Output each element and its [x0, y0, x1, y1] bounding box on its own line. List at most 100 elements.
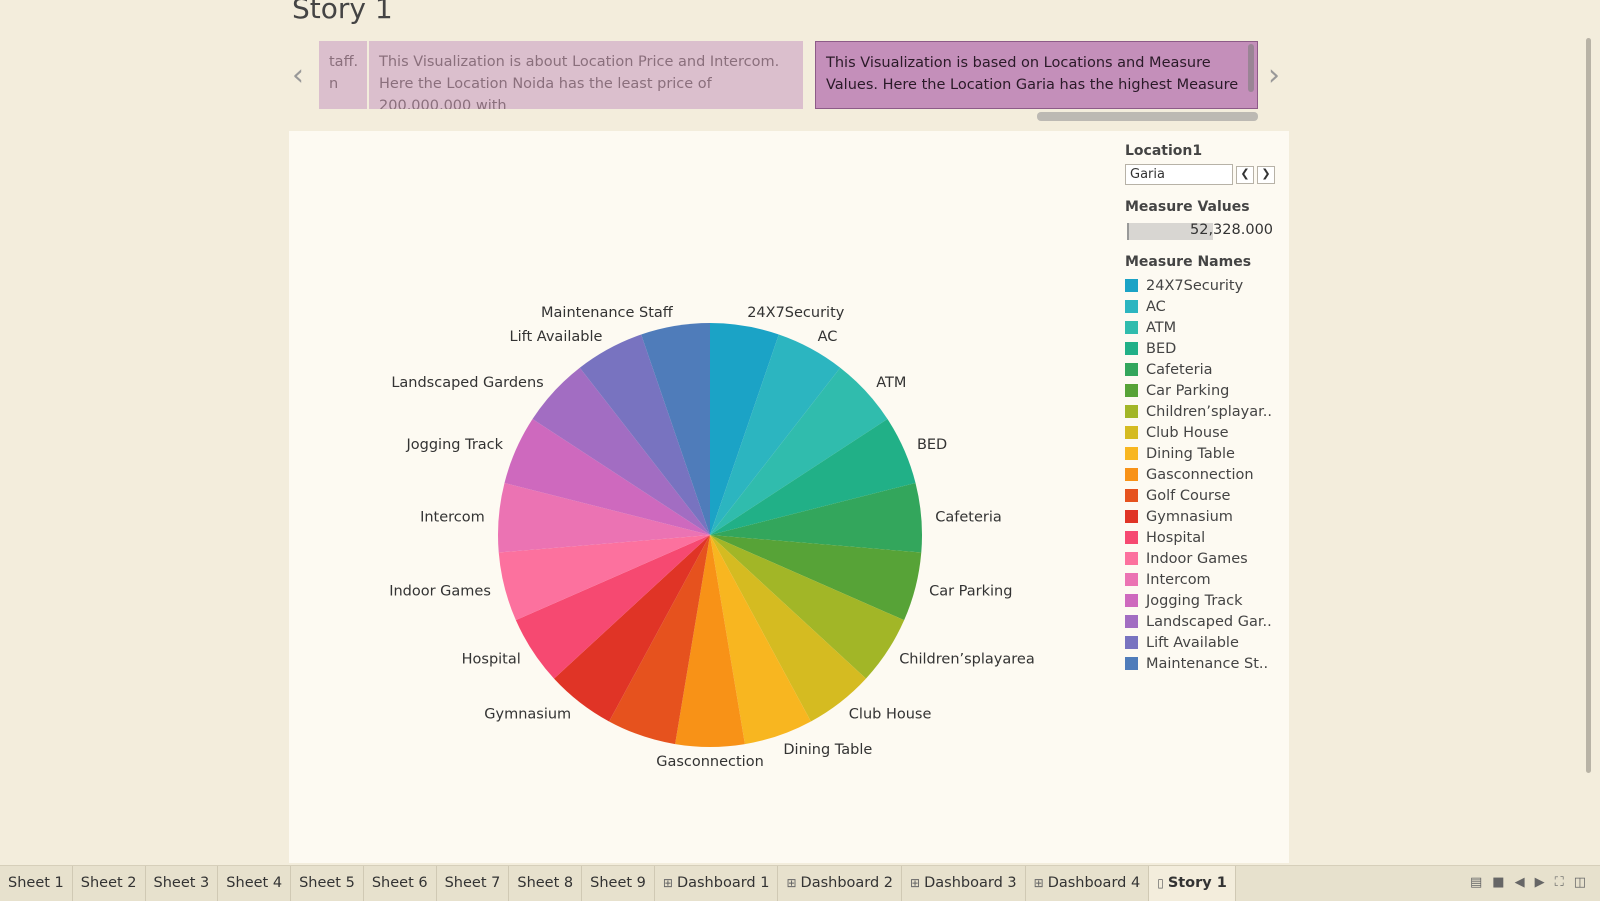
- legend-item[interactable]: Intercom: [1125, 569, 1290, 590]
- tab-dashboard-2[interactable]: ⊞ Dashboard 2: [778, 866, 903, 901]
- pie-slice[interactable]: [579, 334, 710, 535]
- legend-item[interactable]: Gasconnection: [1125, 464, 1290, 485]
- legend-label: ATM: [1146, 319, 1177, 336]
- measure-names-title: Measure Names: [1125, 254, 1252, 270]
- legend-label: Indoor Games: [1146, 550, 1248, 567]
- legend-item[interactable]: BED: [1125, 338, 1290, 359]
- story-caption-active[interactable]: This Visualization is based on Locations…: [815, 41, 1258, 109]
- next-sheet-icon[interactable]: ▶: [1534, 875, 1545, 890]
- legend-item[interactable]: Indoor Games: [1125, 548, 1290, 569]
- pie-slice[interactable]: [609, 535, 710, 745]
- presentation-icon[interactable]: ◫: [1573, 875, 1586, 890]
- tab-sheet-8[interactable]: Sheet 8: [509, 866, 583, 901]
- pie-slice[interactable]: [710, 482, 922, 553]
- story-caption-partial[interactable]: taff. n: [319, 41, 367, 109]
- story-caption-price-intercom[interactable]: This Visualization is about Location Pri…: [369, 41, 803, 109]
- legend-item[interactable]: AC: [1125, 296, 1290, 317]
- dashboard-icon: ⊞: [910, 876, 921, 890]
- measure-values-range[interactable]: 52,328.000: [1125, 220, 1290, 242]
- tab-label: Sheet 8: [517, 875, 574, 891]
- next-value-icon[interactable]: ❯: [1257, 165, 1275, 184]
- tab-dashboard-3[interactable]: ⊞ Dashboard 3: [902, 866, 1026, 901]
- tab-story-1[interactable]: ▯ Story 1: [1149, 866, 1236, 901]
- legend-item[interactable]: Hospital: [1125, 527, 1290, 548]
- pie-slice[interactable]: [710, 419, 916, 535]
- legend-item[interactable]: ATM: [1125, 317, 1290, 338]
- legend-item[interactable]: Dining Table: [1125, 443, 1290, 464]
- tab-label: Dashboard 2: [800, 875, 894, 891]
- legend-label: Golf Course: [1146, 487, 1231, 504]
- caption-horizontal-scrollbar[interactable]: [1037, 112, 1258, 121]
- legend-swatch: [1125, 342, 1138, 355]
- tab-sheet-2[interactable]: Sheet 2: [73, 866, 146, 901]
- sheet-tab-bar: Sheet 1 Sheet 2 Sheet 3 Sheet 4 Sheet 5 Sheet…: [0, 865, 1600, 901]
- legend-item[interactable]: Cafeteria: [1125, 359, 1290, 380]
- tab-sheet-6[interactable]: Sheet 6: [364, 866, 437, 901]
- location-filter-title: Location1: [1125, 143, 1203, 159]
- story-icon: ▯: [1157, 876, 1164, 890]
- pie-slice[interactable]: [532, 367, 710, 535]
- tab-sheet-5[interactable]: Sheet 5: [291, 866, 364, 901]
- tab-sheet-9[interactable]: Sheet 9: [582, 866, 655, 901]
- legend-item[interactable]: Lift Available: [1125, 632, 1290, 653]
- pie-slice[interactable]: [554, 535, 710, 722]
- pie-slice-label: AC: [818, 329, 838, 345]
- pie-slice[interactable]: [641, 323, 710, 535]
- pie-slice[interactable]: [504, 419, 710, 535]
- caption-vertical-scrollbar[interactable]: [1248, 44, 1254, 92]
- legend-item[interactable]: Maintenance St..: [1125, 653, 1290, 674]
- page-vertical-scrollbar[interactable]: [1586, 38, 1591, 773]
- legend-item[interactable]: Car Parking: [1125, 380, 1290, 401]
- tab-sheet-1[interactable]: Sheet 1: [0, 866, 73, 901]
- legend-item[interactable]: Club House: [1125, 422, 1290, 443]
- pie-slice[interactable]: [710, 535, 905, 679]
- previous-value-icon[interactable]: ❮: [1236, 165, 1254, 184]
- measure-values-bar[interactable]: [1127, 223, 1213, 240]
- legend-item[interactable]: 24X7Security: [1125, 275, 1290, 296]
- legend-item[interactable]: Gymnasium: [1125, 506, 1290, 527]
- prev-sheet-icon[interactable]: ◀: [1514, 875, 1525, 890]
- legend-label: Gymnasium: [1146, 508, 1233, 525]
- fullscreen-icon[interactable]: ⛶: [1554, 875, 1564, 890]
- pie-slice[interactable]: [675, 535, 745, 748]
- legend-item[interactable]: Golf Course: [1125, 485, 1290, 506]
- tab-sheet-7[interactable]: Sheet 7: [437, 866, 510, 901]
- grid-view-icon[interactable]: ▤: [1470, 875, 1483, 890]
- legend-item[interactable]: Landscaped Gar..: [1125, 611, 1290, 632]
- legend-item[interactable]: Children’splayar..: [1125, 401, 1290, 422]
- tab-sheet-3[interactable]: Sheet 3: [146, 866, 219, 901]
- tab-label: Sheet 6: [371, 875, 428, 891]
- tab-sheet-4[interactable]: Sheet 4: [218, 866, 292, 901]
- pie-slice[interactable]: [710, 535, 866, 722]
- dashboard-icon: ⊞: [662, 876, 673, 890]
- pie-slice[interactable]: [498, 535, 710, 621]
- pie-slice[interactable]: [710, 535, 922, 621]
- pie-slice[interactable]: [710, 323, 779, 535]
- legend-swatch: [1125, 405, 1138, 418]
- prev-story-point-icon[interactable]: ‹: [292, 58, 304, 93]
- legend-label: 24X7Security: [1146, 277, 1244, 294]
- next-story-point-icon[interactable]: ›: [1268, 58, 1280, 93]
- viz-panel: 24X7Security AC ATM BED Cafeteria Car Parking…: [289, 131, 1289, 863]
- pie-slice-label: Indoor Games: [389, 583, 491, 599]
- pie-slice-label: Intercom: [420, 509, 485, 525]
- legend-label: AC: [1146, 298, 1166, 315]
- filmstrip-icon[interactable]: ■: [1492, 875, 1505, 890]
- story-caption-strip: taff. n This Visualization is about Loca…: [319, 41, 1258, 111]
- location-filter-input[interactable]: Garia: [1125, 164, 1233, 185]
- tab-label: Sheet 4: [226, 875, 283, 891]
- pie-slice[interactable]: [710, 367, 888, 535]
- pie-slice[interactable]: [710, 334, 841, 535]
- pie-slice[interactable]: [498, 482, 710, 553]
- tab-dashboard-4[interactable]: ⊞ Dashboard 4: [1026, 866, 1150, 901]
- legend-swatch: [1125, 279, 1138, 292]
- legend-swatch: [1125, 468, 1138, 481]
- tab-dashboard-1[interactable]: ⊞ Dashboard 1: [655, 866, 779, 901]
- measure-names-list: 24X7Security AC ATM BED Cafeteria Car Parking…: [1125, 275, 1290, 674]
- pie-slice-label: Car Parking: [929, 583, 1012, 599]
- pie-slice[interactable]: [515, 535, 710, 679]
- legend-item[interactable]: Jogging Track: [1125, 590, 1290, 611]
- legend-swatch: [1125, 510, 1138, 523]
- pie-slice-label: Hospital: [462, 652, 521, 668]
- pie-slice[interactable]: [710, 535, 811, 745]
